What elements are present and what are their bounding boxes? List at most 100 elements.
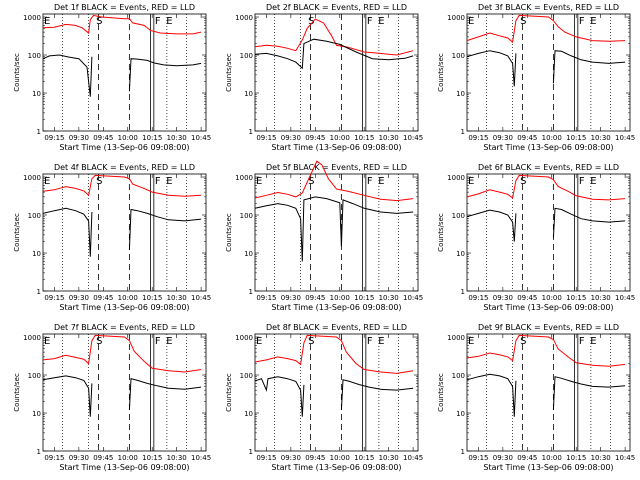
events-series-line bbox=[466, 373, 517, 417]
x-tick-label: 10:30 bbox=[591, 454, 611, 462]
x-tick-label: 09:30 bbox=[69, 294, 89, 302]
y-axis-label: Counts/sec bbox=[13, 213, 21, 252]
x-tick-label: 10:30 bbox=[167, 294, 187, 302]
x-tick-label: 09:45 bbox=[93, 294, 113, 302]
panel-det-6: Det 6f BLACK = Events, RED = LLD 1 10 100 10… bbox=[437, 163, 635, 312]
events-series-line bbox=[254, 38, 414, 70]
y-tick-label: 1000 bbox=[235, 174, 253, 182]
x-tick-label: 10:15 bbox=[566, 294, 586, 302]
plot-frame bbox=[254, 13, 419, 132]
x-tick-label: 10:30 bbox=[379, 294, 399, 302]
x-tick-label: 10:30 bbox=[379, 454, 399, 462]
y-tick-label: 1 bbox=[37, 128, 41, 136]
x-tick-label: 09:45 bbox=[305, 294, 325, 302]
y-tick-label: 1000 bbox=[23, 334, 41, 342]
x-tick-label: 09:30 bbox=[281, 294, 301, 302]
event-marker-label: E bbox=[166, 16, 172, 27]
lld-series-line bbox=[42, 14, 202, 35]
y-axis-label: Counts/sec bbox=[225, 53, 233, 92]
y-tick-label: 100 bbox=[240, 212, 253, 220]
event-marker-label: E bbox=[166, 336, 172, 347]
y-tick-label: 1 bbox=[461, 288, 465, 296]
events-series-line bbox=[128, 58, 202, 92]
y-tick-label: 1000 bbox=[235, 334, 253, 342]
lld-series-line bbox=[466, 174, 626, 201]
events-series-line bbox=[42, 54, 93, 97]
y-axis-label: Counts/sec bbox=[437, 53, 445, 92]
y-tick-label: 1 bbox=[249, 288, 253, 296]
x-tick-label: 10:00 bbox=[118, 294, 138, 302]
events-series-line bbox=[42, 375, 93, 417]
event-marker-label: E bbox=[590, 176, 596, 187]
events-series-line bbox=[42, 207, 93, 257]
event-marker-label: E bbox=[166, 176, 172, 187]
events-series-line bbox=[254, 376, 305, 417]
plot-frame bbox=[254, 333, 419, 452]
x-axis-label: Start Time (13-Sep-06 09:08:00) bbox=[59, 303, 189, 312]
events-series-line bbox=[552, 50, 626, 84]
y-tick-label: 1 bbox=[461, 128, 465, 136]
x-axis-label: Start Time (13-Sep-06 09:08:00) bbox=[483, 303, 613, 312]
events-series-line bbox=[466, 209, 517, 242]
panel-det-3: Det 3f BLACK = Events, RED = LLD 1 10 100 10… bbox=[437, 3, 635, 152]
plot-frame bbox=[466, 173, 631, 292]
x-tick-label: 10:00 bbox=[542, 134, 562, 142]
x-tick-label: 09:45 bbox=[93, 454, 113, 462]
lld-series-line bbox=[466, 14, 626, 43]
x-tick-label: 10:15 bbox=[142, 454, 162, 462]
x-tick-label: 09:45 bbox=[305, 454, 325, 462]
x-axis-label: Start Time (13-Sep-06 09:08:00) bbox=[59, 143, 189, 152]
panel-title: Det 7f BLACK = Events, RED = LLD bbox=[54, 323, 195, 332]
x-tick-label: 10:15 bbox=[354, 454, 374, 462]
panel-det-1: Det 1f BLACK = Events, RED = LLD 1 10 100 10… bbox=[13, 3, 211, 152]
x-tick-label: 10:00 bbox=[330, 454, 350, 462]
y-axis-label: Counts/sec bbox=[13, 373, 21, 412]
y-tick-label: 10 bbox=[244, 250, 253, 258]
x-tick-label: 10:30 bbox=[167, 454, 187, 462]
events-series-line bbox=[128, 208, 202, 251]
x-tick-label: 10:30 bbox=[379, 134, 399, 142]
x-tick-label: 10:45 bbox=[615, 134, 635, 142]
x-tick-label: 10:45 bbox=[615, 454, 635, 462]
x-tick-label: 10:15 bbox=[566, 134, 586, 142]
y-tick-label: 100 bbox=[452, 52, 465, 60]
x-tick-label: 10:00 bbox=[542, 454, 562, 462]
event-marker-label: F bbox=[579, 176, 585, 187]
plot-frame bbox=[254, 173, 419, 292]
x-tick-label: 10:30 bbox=[591, 294, 611, 302]
event-marker-label: E bbox=[256, 176, 262, 187]
event-marker-label: F bbox=[579, 336, 585, 347]
panel-title: Det 6f BLACK = Events, RED = LLD bbox=[478, 163, 619, 172]
y-axis-label: Counts/sec bbox=[13, 53, 21, 92]
y-tick-label: 1000 bbox=[23, 174, 41, 182]
event-marker-label: E bbox=[378, 176, 384, 187]
y-axis-label: Counts/sec bbox=[225, 373, 233, 412]
x-tick-label: 10:15 bbox=[566, 454, 586, 462]
y-tick-label: 100 bbox=[240, 52, 253, 60]
panel-det-7: Det 7f BLACK = Events, RED = LLD 1 10 100 10… bbox=[13, 323, 211, 472]
x-tick-label: 09:45 bbox=[517, 454, 537, 462]
y-tick-label: 1000 bbox=[447, 174, 465, 182]
y-tick-label: 10 bbox=[456, 410, 465, 418]
x-tick-label: 10:00 bbox=[330, 134, 350, 142]
x-tick-label: 09:45 bbox=[93, 134, 113, 142]
event-marker-label: E bbox=[590, 16, 596, 27]
x-tick-label: 10:30 bbox=[167, 134, 187, 142]
lld-series-line bbox=[254, 160, 414, 202]
panel-title: Det 5f BLACK = Events, RED = LLD bbox=[266, 163, 407, 172]
x-tick-label: 10:45 bbox=[403, 134, 423, 142]
event-marker-label: S bbox=[96, 176, 102, 187]
y-tick-label: 100 bbox=[452, 372, 465, 380]
x-tick-label: 09:15 bbox=[468, 134, 488, 142]
x-tick-label: 09:30 bbox=[281, 454, 301, 462]
event-marker-label: S bbox=[308, 16, 314, 27]
y-axis-label: Counts/sec bbox=[437, 213, 445, 252]
y-tick-label: 1 bbox=[37, 448, 41, 456]
y-axis-label: Counts/sec bbox=[437, 373, 445, 412]
event-marker-label: S bbox=[308, 176, 314, 187]
plot-frame bbox=[466, 13, 631, 132]
plot-frame bbox=[466, 333, 631, 452]
panel-det-4: Det 4f BLACK = Events, RED = LLD 1 10 100 10… bbox=[13, 163, 211, 312]
events-series-line bbox=[340, 379, 414, 411]
y-tick-label: 1 bbox=[249, 128, 253, 136]
